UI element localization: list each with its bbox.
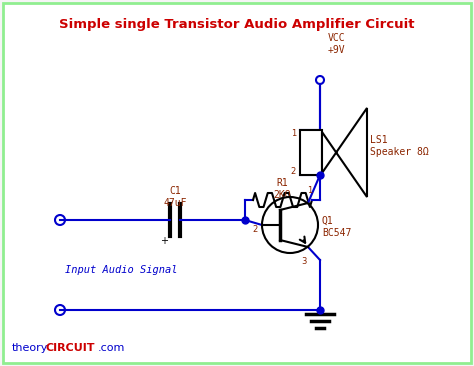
Text: 1: 1 (291, 128, 296, 138)
Text: Q1
BC547: Q1 BC547 (322, 216, 351, 238)
Text: Input Audio Signal: Input Audio Signal (65, 265, 177, 275)
Text: Simple single Transistor Audio Amplifier Circuit: Simple single Transistor Audio Amplifier… (59, 18, 415, 31)
Text: LS1
Speaker 8Ω: LS1 Speaker 8Ω (370, 135, 429, 157)
Polygon shape (322, 108, 367, 197)
Text: +9V: +9V (328, 45, 346, 55)
Text: 2: 2 (253, 225, 258, 235)
Text: 3: 3 (301, 257, 307, 266)
Text: R1
2KΩ: R1 2KΩ (273, 178, 292, 199)
Text: C1
47uF: C1 47uF (163, 186, 187, 208)
FancyBboxPatch shape (3, 3, 471, 363)
Text: 1: 1 (307, 186, 313, 195)
Text: .com: .com (98, 343, 126, 353)
Text: +: + (160, 236, 168, 246)
Text: 2: 2 (291, 168, 296, 176)
Text: VCC: VCC (328, 33, 346, 43)
Text: CIRCUIT: CIRCUIT (46, 343, 95, 353)
Bar (300, 130, 322, 175)
Text: theory: theory (12, 343, 48, 353)
